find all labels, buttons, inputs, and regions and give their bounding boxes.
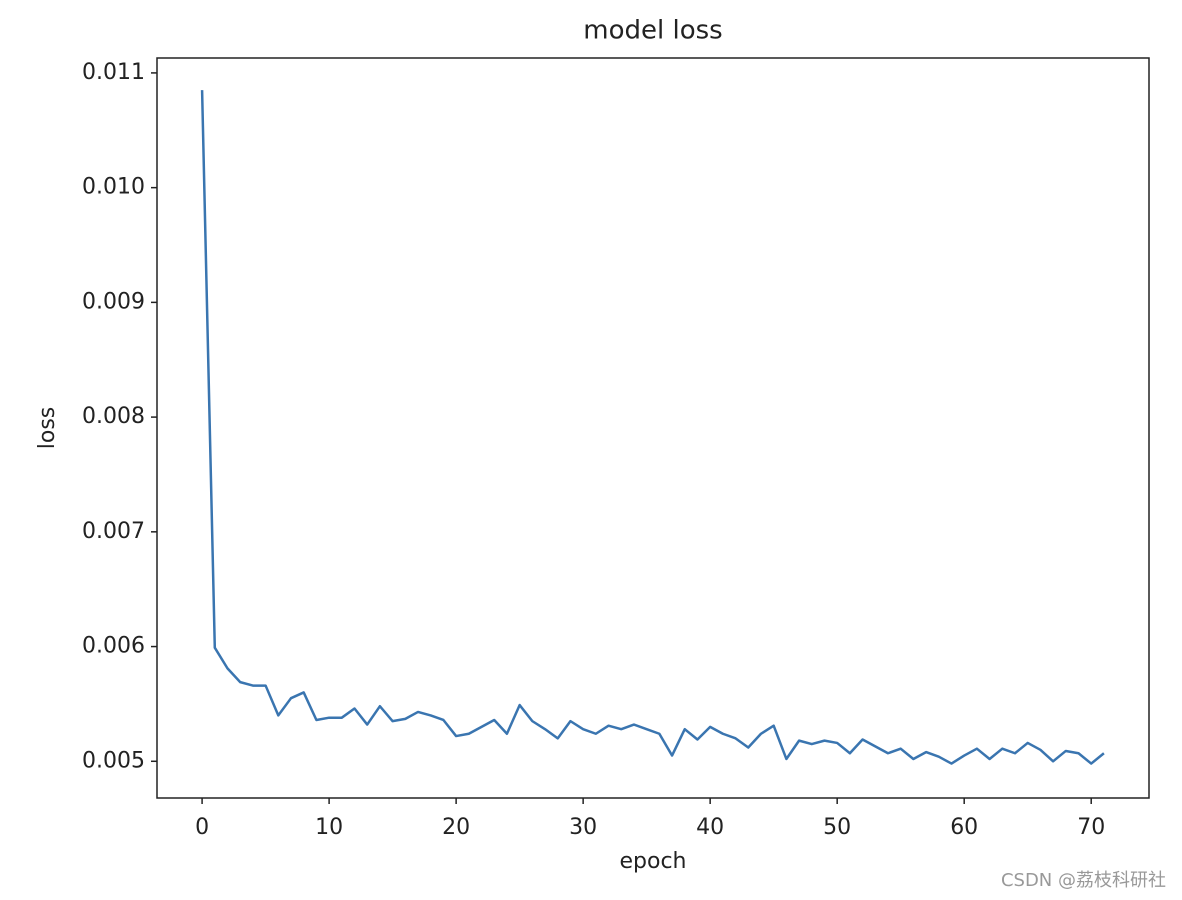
x-tick-label: 10 bbox=[315, 815, 343, 840]
y-tick-label: 0.005 bbox=[82, 748, 145, 773]
chart-title: model loss bbox=[583, 16, 722, 46]
watermark: CSDN @荔枝科研社 bbox=[1001, 870, 1166, 891]
x-tick-label: 0 bbox=[195, 815, 209, 840]
y-tick-label: 0.011 bbox=[82, 60, 145, 85]
y-axis-label: loss bbox=[35, 407, 60, 450]
x-tick-label: 70 bbox=[1077, 815, 1105, 840]
x-axis-label: epoch bbox=[620, 849, 687, 874]
y-tick-label: 0.007 bbox=[82, 519, 145, 544]
x-tick-label: 30 bbox=[569, 815, 597, 840]
x-tick-label: 60 bbox=[950, 815, 978, 840]
plot-frame bbox=[156, 57, 1150, 799]
y-tick-label: 0.010 bbox=[82, 175, 145, 200]
y-tick-label: 0.008 bbox=[82, 404, 145, 429]
x-tick-label: 20 bbox=[442, 815, 470, 840]
loss-line bbox=[200, 90, 1105, 765]
y-tick-label: 0.006 bbox=[82, 634, 145, 659]
x-tick-label: 50 bbox=[823, 815, 851, 840]
x-tick-label: 40 bbox=[696, 815, 724, 840]
y-tick-label: 0.009 bbox=[82, 289, 145, 314]
